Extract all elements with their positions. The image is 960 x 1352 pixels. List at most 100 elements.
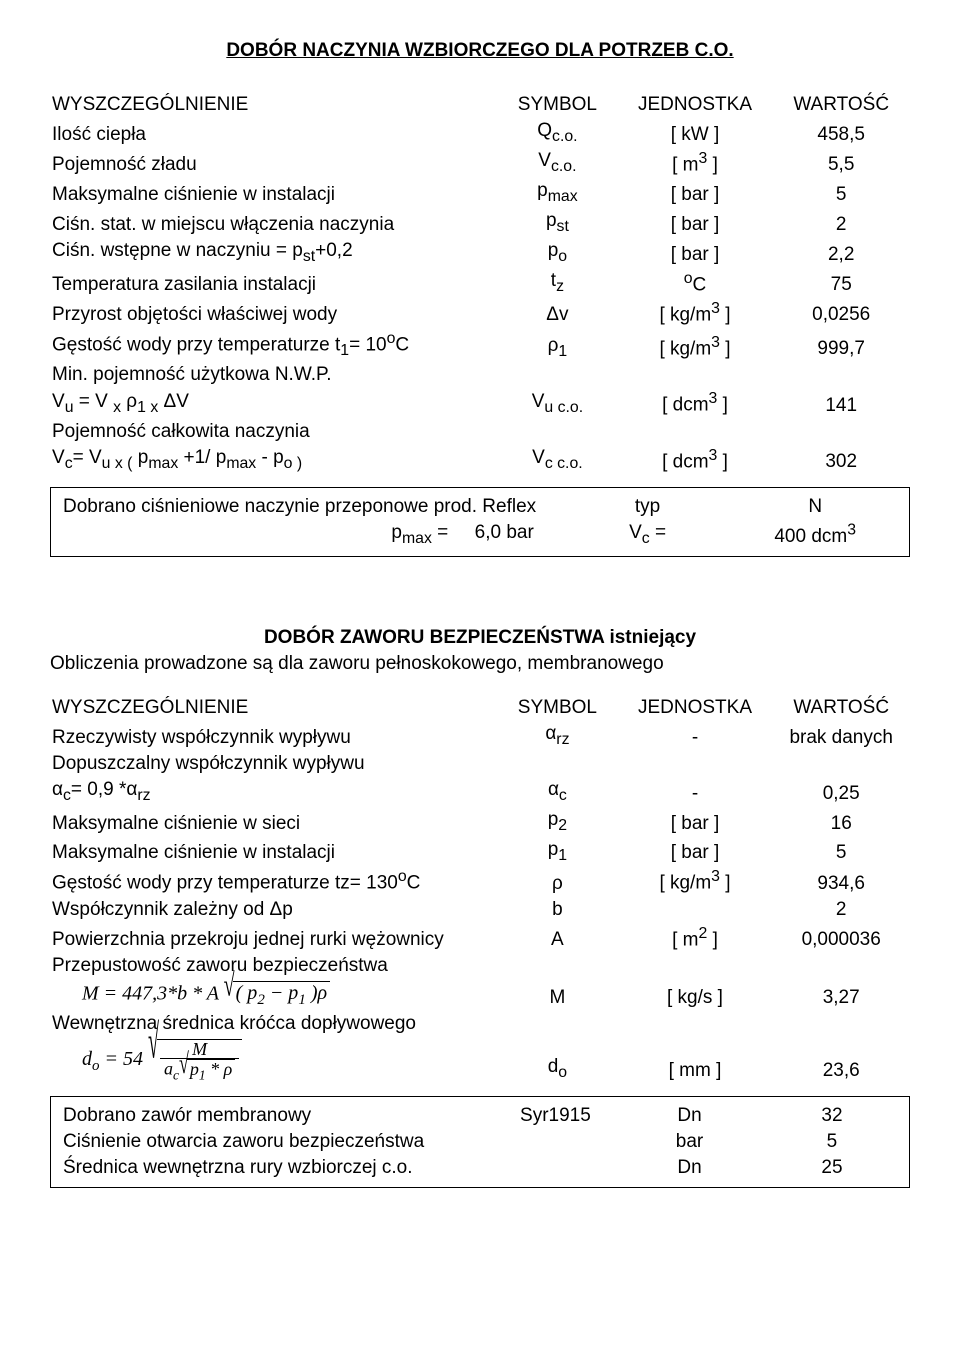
table-row: Gęstość wody przy temperaturze t1= 10oCρ… xyxy=(50,328,910,362)
cell-unit: [ m2 ] xyxy=(618,923,773,953)
cell-sym: αrz xyxy=(497,721,617,751)
cell-desc: Maksymalne ciśnienie w instalacji xyxy=(50,837,497,867)
cell-sym: Qc.o. xyxy=(497,118,617,148)
box1-pmax-val: 6,0 bar xyxy=(475,522,534,543)
box2-r2-sym xyxy=(497,1129,614,1155)
cell-desc: Dopuszczalny współczynnik wypływu xyxy=(50,751,497,777)
row-wewn: Wewnętrzna średnica króćca dopływowego xyxy=(50,1011,497,1037)
cell-val xyxy=(772,419,910,445)
box2-r1-unit: Dn xyxy=(614,1103,765,1129)
cell-unit: - xyxy=(618,777,773,807)
hdr2-val: WARTOŚĆ xyxy=(772,695,910,721)
box1-typ-val: N xyxy=(731,494,899,520)
cell-unit: [ kW ] xyxy=(618,118,773,148)
cell-val: brak danych xyxy=(772,721,910,751)
box2-r3-val: 25 xyxy=(765,1155,899,1181)
cell-val: 5,5 xyxy=(772,148,910,178)
cell-sym: ρ1 xyxy=(497,328,617,362)
box1-vc-label: Vc = xyxy=(629,522,666,543)
section2-intro: Obliczenia prowadzone są dla zaworu pełn… xyxy=(50,653,910,675)
cell-desc: Ciśn. wstępne w naczyniu = pst+0,2 xyxy=(50,238,497,268)
section1-table: WYSZCZEGÓLNIENIE SYMBOL JEDNOSTKA WARTOŚ… xyxy=(50,92,910,475)
cell-desc: Przyrost objętości właściwej wody xyxy=(50,298,497,328)
cell-desc: Temperatura zasilania instalacji xyxy=(50,268,497,298)
cell-val: 458,5 xyxy=(772,118,910,148)
table-row: Pojemność całkowita naczynia xyxy=(50,419,910,445)
cell-val xyxy=(772,953,910,979)
hdr2-sym: SYMBOL xyxy=(497,695,617,721)
table-row: αc= 0,9 *αrzαc-0,25 xyxy=(50,777,910,807)
cell-unit xyxy=(618,419,773,445)
cell-sym: Δv xyxy=(497,298,617,328)
table-row: Pojemność zładuVc.o.[ m3 ]5,5 xyxy=(50,148,910,178)
cell-val: 0,0256 xyxy=(772,298,910,328)
cell-sym: A xyxy=(497,923,617,953)
cell-unit: [ kg/m3 ] xyxy=(618,328,773,362)
cell-unit: - xyxy=(618,721,773,751)
hdr-sym: SYMBOL xyxy=(497,92,617,118)
cell-val: 934,6 xyxy=(772,866,910,896)
cell-sym: tz xyxy=(497,268,617,298)
cell-desc: Maksymalne ciśnienie w sieci xyxy=(50,807,497,837)
cell-sym: αc xyxy=(497,777,617,807)
cell-sym xyxy=(497,953,617,979)
cell-desc: αc= 0,9 *αrz xyxy=(50,777,497,807)
hdr-desc: WYSZCZEGÓLNIENIE xyxy=(50,92,497,118)
cell-desc: Vc= Vu x ( pmax +1/ pmax - po ) xyxy=(50,445,497,475)
cell-desc: Pojemność zładu xyxy=(50,148,497,178)
cell-desc: Ilość ciepła xyxy=(50,118,497,148)
cell-desc: Ciśn. stat. w miejscu włączenia naczynia xyxy=(50,208,497,238)
cell-desc: Rzeczywisty współczynnik wypływu xyxy=(50,721,497,751)
cell-sym: Vc c.o. xyxy=(497,445,617,475)
cell-val: 302 xyxy=(772,445,910,475)
section2-title: DOBÓR ZAWORU BEZPIECZEŃSTWA istniejący xyxy=(50,627,910,649)
table-row: Min. pojemność użytkowa N.W.P. xyxy=(50,362,910,388)
box2-r3-unit: Dn xyxy=(614,1155,765,1181)
cell-unit xyxy=(618,897,773,923)
cell-val: 0,000036 xyxy=(772,923,910,953)
equation-M: M = 447,3*b * A √( p2 − p1 )ρ xyxy=(52,981,495,1009)
section1-result-box: Dobrano ciśnieniowe naczynie przeponowe … xyxy=(50,487,910,557)
cell-sym: p1 xyxy=(497,837,617,867)
box2-r3-sym xyxy=(497,1155,614,1181)
cell-unit: [ kg/m3 ] xyxy=(618,298,773,328)
box1-pmax-label: pmax = xyxy=(391,522,448,543)
section1-title: DOBÓR NACZYNIA WZBIORCZEGO DLA POTRZEB C… xyxy=(50,40,910,62)
cell-val: 2,2 xyxy=(772,238,910,268)
cell-unit: [ bar ] xyxy=(618,208,773,238)
eqM-unit: [ kg/s ] xyxy=(618,979,773,1011)
section2-table: WYSZCZEGÓLNIENIE SYMBOL JEDNOSTKA WARTOŚ… xyxy=(50,695,910,1084)
cell-desc: Min. pojemność użytkowa N.W.P. xyxy=(50,362,497,388)
cell-val: 2 xyxy=(772,208,910,238)
cell-val: 999,7 xyxy=(772,328,910,362)
eqdo-val: 23,6 xyxy=(772,1037,910,1084)
table-row: Ciśn. wstępne w naczyniu = pst+0,2po[ ba… xyxy=(50,238,910,268)
cell-val: 5 xyxy=(772,178,910,208)
cell-desc: Pojemność całkowita naczynia xyxy=(50,419,497,445)
eqdo-unit: [ mm ] xyxy=(618,1037,773,1084)
cell-unit xyxy=(618,751,773,777)
table-row: Temperatura zasilania instalacjitzoC75 xyxy=(50,268,910,298)
cell-unit: [ dcm3 ] xyxy=(618,388,773,418)
hdr-unit: JEDNOSTKA xyxy=(618,92,773,118)
hdr2-desc: WYSZCZEGÓLNIENIE xyxy=(50,695,497,721)
cell-sym: b xyxy=(497,897,617,923)
table-row: Przepustowość zaworu bezpieczeństwa xyxy=(50,953,910,979)
table-row: Rzeczywisty współczynnik wypływuαrz-brak… xyxy=(50,721,910,751)
cell-desc: Przepustowość zaworu bezpieczeństwa xyxy=(50,953,497,979)
box2-r1-val: 32 xyxy=(765,1103,899,1129)
eqdo-sym: do xyxy=(497,1037,617,1084)
cell-unit: [ dcm3 ] xyxy=(618,445,773,475)
cell-unit xyxy=(618,362,773,388)
cell-sym: pmax xyxy=(497,178,617,208)
cell-desc: Gęstość wody przy temperaturze t1= 10oC xyxy=(50,328,497,362)
box2-r1-desc: Dobrano zawór membranowy xyxy=(61,1103,497,1129)
box1-line1-text: Dobrano ciśnieniowe naczynie przeponowe … xyxy=(61,494,564,520)
table-row: Ciśn. stat. w miejscu włączenia naczynia… xyxy=(50,208,910,238)
hdr-val: WARTOŚĆ xyxy=(772,92,910,118)
cell-unit: [ bar ] xyxy=(618,837,773,867)
cell-sym xyxy=(497,362,617,388)
cell-desc: Gęstość wody przy temperaturze tz= 130oC xyxy=(50,866,497,896)
table-row: Vu = V x ρ1 x ΔVVu c.o.[ dcm3 ]141 xyxy=(50,388,910,418)
eqM-sym: M xyxy=(497,979,617,1011)
